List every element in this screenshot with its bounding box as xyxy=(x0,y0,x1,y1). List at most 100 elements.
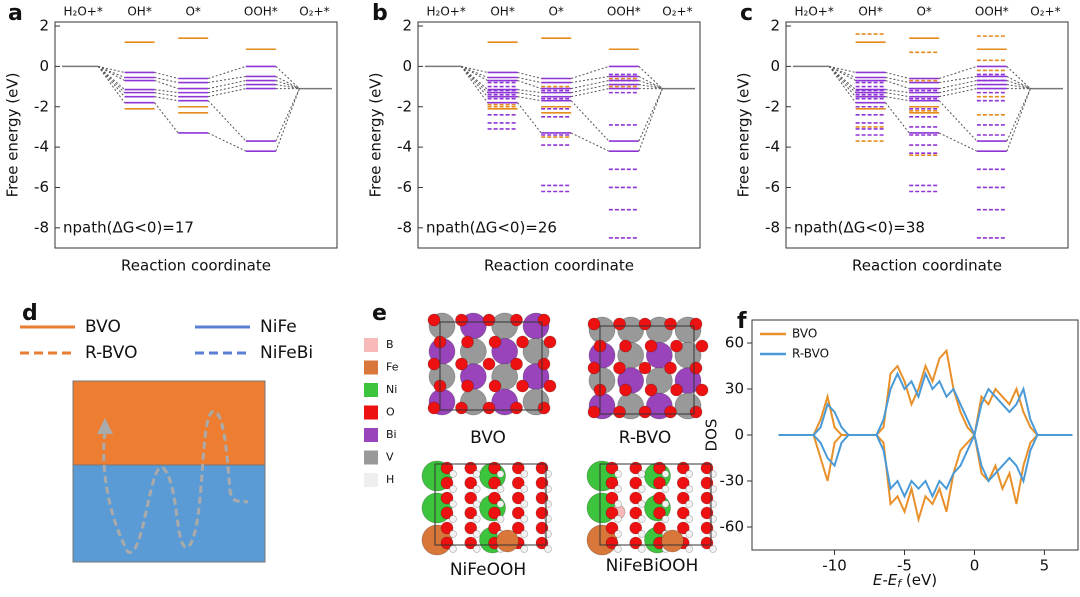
atom xyxy=(455,313,468,327)
path-connector xyxy=(638,66,663,89)
path-connector xyxy=(638,88,663,152)
plot-frame xyxy=(54,21,338,249)
atom xyxy=(449,500,457,508)
path-connector xyxy=(571,88,609,98)
y-tick-label: -2 xyxy=(397,97,412,115)
y-tick-label: 0 xyxy=(39,57,49,75)
atom xyxy=(440,476,454,490)
atom xyxy=(689,405,703,419)
atom xyxy=(535,506,549,520)
path-connector xyxy=(570,100,610,142)
path-connector xyxy=(638,76,663,90)
legend-label: NiFeBi xyxy=(260,343,313,363)
x-tick-label: -5 xyxy=(897,557,912,575)
atom xyxy=(543,379,557,393)
element-swatch xyxy=(364,473,378,487)
element-label: O xyxy=(386,406,395,419)
atom xyxy=(700,521,714,535)
cell-frame xyxy=(434,463,547,546)
legend-label: R-BVO xyxy=(792,347,829,361)
atom xyxy=(535,461,549,475)
atom xyxy=(537,357,551,371)
atom xyxy=(535,536,549,550)
path-connector xyxy=(939,65,978,79)
atom xyxy=(619,383,632,397)
atom xyxy=(629,461,643,475)
atom xyxy=(664,317,677,331)
path-connector xyxy=(97,66,125,97)
y-tick-label: -4 xyxy=(34,138,49,156)
atom xyxy=(464,476,478,490)
atom xyxy=(464,461,478,475)
atom xyxy=(511,491,525,505)
atom xyxy=(520,485,529,493)
atom xyxy=(520,500,529,508)
charge-path xyxy=(102,410,249,554)
atom xyxy=(472,545,481,553)
atom xyxy=(700,506,714,520)
category-label: OOH* xyxy=(244,5,278,19)
atom xyxy=(472,485,481,493)
y-tick-label: -4 xyxy=(397,138,412,156)
atom xyxy=(449,545,457,553)
x-axis-label: Reaction coordinate xyxy=(121,257,271,275)
path-connector xyxy=(97,65,125,81)
structure-label: BVO xyxy=(470,428,506,448)
atom xyxy=(664,405,677,419)
y-axis-label: Free energy (eV) xyxy=(735,73,753,198)
y-axis-label: Free energy (eV) xyxy=(367,73,385,198)
atom xyxy=(427,313,441,327)
path-connector xyxy=(938,100,978,142)
atom xyxy=(638,405,652,419)
atom xyxy=(537,313,551,327)
path-connector xyxy=(517,71,542,79)
atom xyxy=(613,405,626,419)
path-connector xyxy=(1006,76,1031,90)
atom xyxy=(637,545,646,553)
annotation: npath(ΔG<0)=26 xyxy=(426,219,557,237)
x-tick-label: 5 xyxy=(1040,557,1050,575)
atom xyxy=(543,335,557,349)
atom xyxy=(653,476,666,490)
atom xyxy=(661,470,670,478)
path-connector xyxy=(208,65,247,79)
category-label: O* xyxy=(548,5,563,19)
path-connector xyxy=(461,65,488,73)
element-swatch xyxy=(364,383,378,397)
path-connector xyxy=(1006,88,1031,142)
atom xyxy=(516,335,529,349)
atom xyxy=(700,536,714,550)
arrow-head xyxy=(97,418,113,434)
panel-label: a xyxy=(8,1,23,26)
atom xyxy=(629,536,643,550)
category-label: OH* xyxy=(858,5,882,19)
atom xyxy=(482,401,496,415)
x-axis-label-part: (eV) xyxy=(901,571,937,589)
atom xyxy=(535,491,549,505)
atom xyxy=(638,361,652,375)
atom xyxy=(605,536,619,550)
y-axis-label: Free energy (eV) xyxy=(4,73,22,198)
atom xyxy=(520,515,529,523)
panel-label: e xyxy=(372,301,387,326)
atom xyxy=(676,521,690,535)
atom xyxy=(685,545,694,553)
element-swatch xyxy=(364,428,378,442)
path-connector xyxy=(460,65,488,81)
path-connector xyxy=(939,80,977,90)
atom xyxy=(496,515,505,523)
category-label: OH* xyxy=(127,5,151,19)
atom xyxy=(613,317,626,331)
atom xyxy=(661,529,684,553)
x-axis-label: Reaction coordinate xyxy=(484,257,634,275)
atom xyxy=(496,485,505,493)
atom xyxy=(629,476,643,490)
y-tick-label: 2 xyxy=(770,17,780,35)
path-connector xyxy=(275,80,300,90)
path-connector xyxy=(829,65,856,73)
category-label: H₂O+* xyxy=(795,5,834,19)
panel-label: d xyxy=(22,301,38,326)
dos-line xyxy=(778,370,1073,439)
category-label: O₂+* xyxy=(1030,5,1060,19)
path-connector xyxy=(939,84,977,94)
